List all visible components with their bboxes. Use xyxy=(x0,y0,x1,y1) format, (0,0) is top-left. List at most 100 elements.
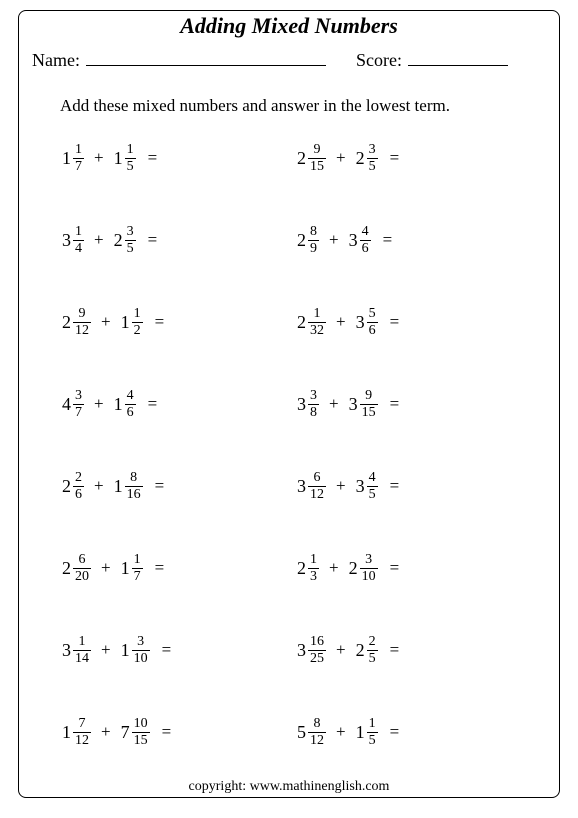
plus-sign: + xyxy=(94,148,104,168)
numerator: 8 xyxy=(312,717,323,732)
numerator: 1 xyxy=(312,307,323,322)
denominator: 9 xyxy=(308,240,319,256)
denominator: 5 xyxy=(367,650,378,666)
numerator: 1 xyxy=(73,225,84,240)
worksheet-title: Adding Mixed Numbers xyxy=(160,11,418,43)
numerator: 10 xyxy=(132,717,150,732)
numerator: 16 xyxy=(308,635,326,650)
denominator: 32 xyxy=(308,322,326,338)
mixed-number: 115 xyxy=(356,717,378,748)
whole-part: 3 xyxy=(62,230,71,251)
problem: 3114+1310= xyxy=(60,630,295,670)
fraction: 15 xyxy=(125,143,136,174)
equals-sign: = xyxy=(390,148,400,168)
mixed-number: 345 xyxy=(356,471,378,502)
numerator: 7 xyxy=(77,717,88,732)
denominator: 12 xyxy=(73,322,91,338)
mixed-number: 226 xyxy=(62,471,84,502)
fraction: 35 xyxy=(367,143,378,174)
denominator: 25 xyxy=(308,650,326,666)
problem: 314+235= xyxy=(60,220,295,260)
fraction: 812 xyxy=(308,717,326,748)
fraction: 89 xyxy=(308,225,319,256)
denominator: 10 xyxy=(360,568,378,584)
whole-part: 3 xyxy=(356,312,365,333)
mixed-number: 115 xyxy=(114,143,136,174)
mixed-number: 346 xyxy=(349,225,371,256)
fraction: 915 xyxy=(360,389,378,420)
denominator: 7 xyxy=(73,404,84,420)
equals-sign: = xyxy=(390,312,400,332)
fraction: 310 xyxy=(360,553,378,584)
equals-sign: = xyxy=(390,476,400,496)
numerator: 1 xyxy=(77,635,88,650)
fraction: 25 xyxy=(367,635,378,666)
fraction: 14 xyxy=(73,225,84,256)
mixed-number: 5812 xyxy=(297,717,326,748)
whole-part: 3 xyxy=(356,476,365,497)
equals-sign: = xyxy=(148,148,158,168)
whole-part: 2 xyxy=(349,558,358,579)
plus-sign: + xyxy=(101,640,111,660)
header-line: Name: Score: xyxy=(32,48,546,71)
plus-sign: + xyxy=(101,312,111,332)
denominator: 16 xyxy=(125,486,143,502)
problem: 5812+115= xyxy=(295,712,530,752)
numerator: 3 xyxy=(363,553,374,568)
numerator: 4 xyxy=(367,471,378,486)
numerator: 1 xyxy=(73,143,84,158)
whole-part: 3 xyxy=(297,476,306,497)
mixed-number: 225 xyxy=(356,635,378,666)
problem: 338+3915= xyxy=(295,384,530,424)
equals-sign: = xyxy=(383,230,393,250)
whole-part: 3 xyxy=(297,394,306,415)
numerator: 8 xyxy=(128,471,139,486)
whole-part: 3 xyxy=(349,394,358,415)
mixed-number: 31625 xyxy=(297,635,326,666)
mixed-number: 1310 xyxy=(121,635,150,666)
numerator: 3 xyxy=(125,225,136,240)
fraction: 612 xyxy=(308,471,326,502)
denominator: 15 xyxy=(308,158,326,174)
fraction: 114 xyxy=(73,635,91,666)
whole-part: 2 xyxy=(62,312,71,333)
denominator: 5 xyxy=(367,732,378,748)
mixed-number: 117 xyxy=(121,553,143,584)
whole-part: 1 xyxy=(62,148,71,169)
whole-part: 1 xyxy=(121,312,130,333)
plus-sign: + xyxy=(329,558,339,578)
fraction: 46 xyxy=(125,389,136,420)
plus-sign: + xyxy=(94,476,104,496)
problem: 226+1816= xyxy=(60,466,295,506)
fraction: 132 xyxy=(308,307,326,338)
fraction: 17 xyxy=(73,143,84,174)
name-blank[interactable] xyxy=(86,48,326,66)
fraction: 37 xyxy=(73,389,84,420)
numerator: 4 xyxy=(360,225,371,240)
whole-part: 2 xyxy=(297,230,306,251)
denominator: 12 xyxy=(73,732,91,748)
whole-part: 2 xyxy=(114,230,123,251)
numerator: 1 xyxy=(132,553,143,568)
equals-sign: = xyxy=(155,312,165,332)
mixed-number: 2310 xyxy=(349,553,378,584)
mixed-number: 2132 xyxy=(297,307,326,338)
whole-part: 1 xyxy=(121,558,130,579)
whole-part: 2 xyxy=(62,476,71,497)
fraction: 816 xyxy=(125,471,143,502)
equals-sign: = xyxy=(390,394,400,414)
numerator: 9 xyxy=(77,307,88,322)
denominator: 6 xyxy=(73,486,84,502)
problem: 31625+225= xyxy=(295,630,530,670)
mixed-number: 71015 xyxy=(121,717,150,748)
plus-sign: + xyxy=(336,722,346,742)
whole-part: 1 xyxy=(114,148,123,169)
denominator: 4 xyxy=(73,240,84,256)
numerator: 3 xyxy=(73,389,84,404)
plus-sign: + xyxy=(329,230,339,250)
problem: 2912 +112 = xyxy=(60,302,295,342)
numerator: 1 xyxy=(125,143,136,158)
score-blank[interactable] xyxy=(408,48,508,66)
mixed-number: 112 xyxy=(121,307,143,338)
fraction: 26 xyxy=(73,471,84,502)
